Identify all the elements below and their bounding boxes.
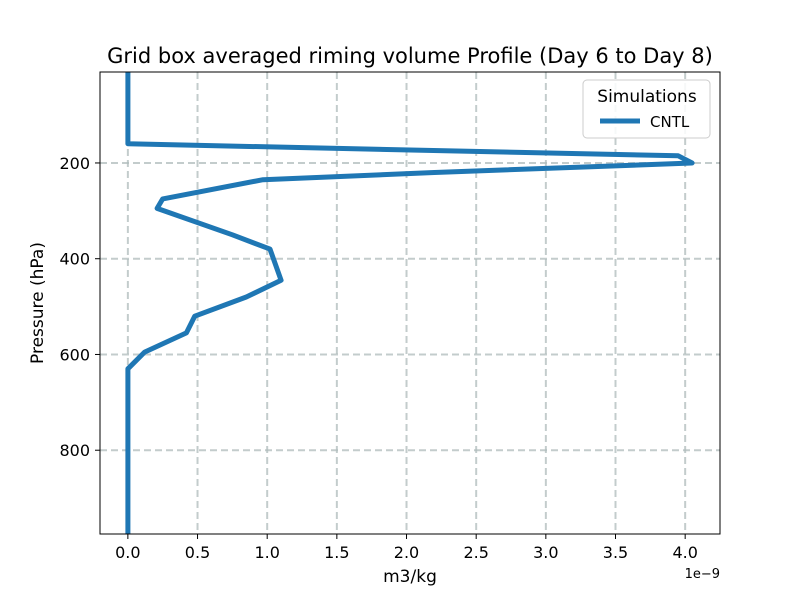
x-tick-label: 0.0 — [115, 543, 140, 562]
y-tick-label: 200 — [59, 154, 90, 173]
series-layer — [125, 72, 695, 534]
x-tick-label: 4.0 — [672, 543, 697, 562]
series-line-cntl — [125, 72, 695, 534]
chart-title: Grid box averaged riming volume Profile … — [107, 44, 713, 68]
x-tick-label: 3.5 — [603, 543, 628, 562]
legend: Simulations CNTL — [582, 79, 711, 139]
y-tick-label: 400 — [59, 250, 90, 269]
x-tick-label: 2.5 — [463, 543, 488, 562]
tick-layer: 0.0 0.5 1.0 1.5 2.0 2.5 3.0 3.5 4.0 200 400 600 800 — [59, 154, 697, 562]
x-tick-label: 1.5 — [324, 543, 349, 562]
x-scale-offset-label: 1e−9 — [685, 567, 720, 582]
x-axis-label: m3/kg — [383, 567, 437, 587]
legend-label-cntl: CNTL — [650, 113, 690, 131]
legend-title: Simulations — [597, 87, 697, 107]
x-tick-label: 1.0 — [254, 543, 279, 562]
y-axis-label: Pressure (hPa) — [28, 242, 48, 364]
x-tick-label: 2.0 — [394, 543, 419, 562]
y-tick-label: 800 — [59, 441, 90, 460]
y-tick-label: 600 — [59, 345, 90, 364]
x-tick-label: 3.0 — [533, 543, 558, 562]
plot-frame — [99, 71, 721, 535]
x-tick-label: 0.5 — [185, 543, 210, 562]
